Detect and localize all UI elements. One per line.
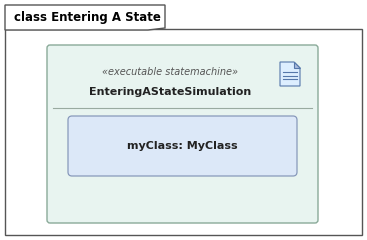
Polygon shape — [5, 5, 165, 30]
Text: EnteringAStateSimulation: EnteringAStateSimulation — [90, 87, 252, 97]
Text: myClass: MyClass: myClass: MyClass — [127, 141, 238, 151]
FancyBboxPatch shape — [68, 116, 297, 176]
FancyBboxPatch shape — [5, 29, 362, 235]
Polygon shape — [294, 62, 300, 68]
Text: «executable statemachine»: «executable statemachine» — [102, 67, 239, 77]
FancyBboxPatch shape — [47, 45, 318, 223]
Text: class Entering A State: class Entering A State — [14, 12, 161, 24]
Polygon shape — [280, 62, 300, 86]
